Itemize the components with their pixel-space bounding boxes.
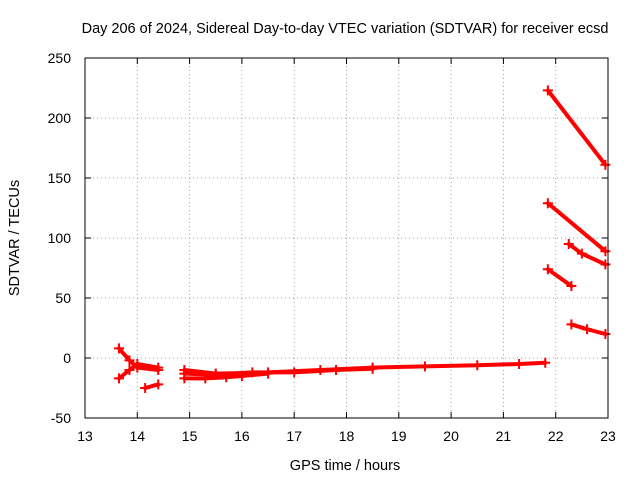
y-tick-label: 200 — [48, 110, 72, 126]
data-track — [182, 366, 375, 377]
axis-ticks: 13 14 15 16 17 18 19 20 21 22 23 -50 0 50 100 150 200 250 — [48, 50, 616, 444]
data-point — [153, 362, 164, 373]
y-tick-label: 0 — [63, 350, 71, 366]
data-point — [113, 343, 124, 354]
series-arc-b — [113, 359, 164, 384]
data-point — [367, 363, 378, 374]
series-arc-h — [542, 198, 611, 257]
x-tick-label: 23 — [600, 428, 616, 444]
data-point — [542, 264, 553, 275]
data-point — [113, 373, 124, 384]
y-tick-label: 250 — [48, 50, 72, 66]
data-point — [132, 359, 143, 369]
data-point — [331, 365, 342, 375]
series-arc-g — [542, 85, 611, 170]
series-arc-c — [140, 379, 164, 393]
data-point — [210, 369, 221, 380]
x-tick-label: 22 — [548, 428, 564, 444]
series-arc-a — [113, 343, 164, 375]
data-point — [124, 355, 135, 366]
y-tick-label: -50 — [51, 410, 71, 426]
data-point — [179, 368, 190, 379]
y-tick-label: 150 — [48, 170, 72, 186]
data-point — [582, 324, 593, 335]
series-arc-j — [542, 264, 577, 291]
chart-title: Day 206 of 2024, Sidereal Day-to-day VTE… — [82, 21, 609, 37]
data-point — [542, 198, 553, 209]
x-tick-label: 13 — [77, 428, 93, 444]
data-point — [542, 85, 553, 96]
data-point — [472, 360, 483, 371]
data-point — [600, 259, 611, 270]
data-point — [289, 367, 300, 378]
data-point — [247, 367, 258, 378]
data-point — [566, 319, 577, 330]
y-axis-label: SDTVAR / TECUs — [7, 180, 23, 296]
data-point — [566, 281, 577, 291]
x-tick-label: 18 — [339, 428, 355, 444]
series-arc-k — [566, 319, 611, 339]
x-tick-label: 21 — [496, 428, 512, 444]
data-point — [124, 365, 135, 375]
data-point — [600, 329, 611, 339]
x-tick-label: 19 — [391, 428, 407, 444]
data-series — [113, 85, 611, 393]
data-point — [600, 159, 611, 170]
data-track — [545, 201, 608, 254]
data-point — [600, 246, 611, 257]
data-point — [153, 379, 164, 390]
data-point — [540, 357, 551, 368]
data-track — [117, 361, 161, 381]
series-arc-i — [563, 239, 611, 270]
data-point — [514, 359, 525, 369]
series-arc-f — [179, 363, 378, 380]
data-track — [545, 88, 608, 167]
x-tick-label: 14 — [130, 428, 146, 444]
x-tick-label: 20 — [443, 428, 459, 444]
data-track — [545, 267, 574, 288]
data-point — [140, 383, 151, 393]
x-tick-label: 17 — [286, 428, 302, 444]
data-point — [563, 239, 574, 249]
x-tick-label: 16 — [234, 428, 250, 444]
grid-lines — [85, 58, 608, 418]
data-point — [576, 248, 587, 259]
y-tick-label: 50 — [55, 290, 71, 306]
x-tick-label: 15 — [182, 428, 198, 444]
x-axis-label: GPS time / hours — [290, 458, 400, 474]
data-point — [419, 361, 430, 372]
y-tick-label: 100 — [48, 230, 72, 246]
